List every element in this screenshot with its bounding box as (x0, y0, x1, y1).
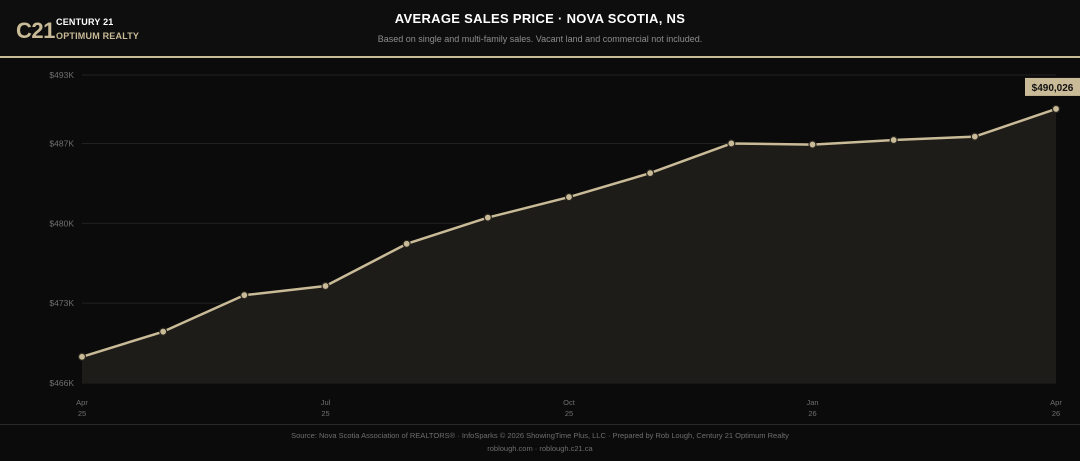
footer-links[interactable]: roblough.com · roblough.c21.ca (487, 444, 593, 453)
data-point (402, 239, 411, 248)
y-tick-label: $480K (49, 218, 74, 228)
y-tick-label: $487K (49, 138, 74, 148)
data-point (240, 291, 249, 300)
source-note: Source: Nova Scotia Association of REALT… (291, 431, 789, 440)
data-point (646, 169, 655, 178)
x-tick-year: 26 (1052, 409, 1060, 418)
data-point (727, 139, 736, 148)
data-point (321, 281, 330, 291)
data-point (564, 192, 574, 202)
data-point (889, 135, 898, 145)
x-tick-label: Jul (321, 398, 331, 407)
x-tick-year: 25 (565, 409, 573, 418)
data-point (159, 327, 168, 336)
data-point (808, 140, 817, 149)
page-subtitle: Based on single and multi-family sales. … (377, 34, 703, 44)
x-tick-year: 25 (78, 409, 86, 418)
data-point (1051, 104, 1061, 114)
last-value-badge (1025, 77, 1080, 96)
x-tick-year: 26 (808, 409, 816, 418)
last-value-label: $490,026 (1032, 83, 1074, 94)
data-point (970, 132, 979, 141)
x-tick-year: 25 (321, 409, 329, 418)
footer: Source: Nova Scotia Association of REALT… (0, 424, 1080, 461)
area-fill (82, 108, 1056, 383)
x-tick-label: Oct (563, 398, 576, 407)
brand-mark: C21 (16, 18, 55, 43)
page-title: AVERAGE SALES PRICE · NOVA SCOTIA, NS (394, 11, 686, 26)
brand-name: CENTURY 21 (56, 17, 114, 27)
x-tick-label: Apr (1050, 398, 1062, 407)
x-tick-label: Jan (806, 398, 818, 407)
y-tick-label: $493K (49, 70, 74, 80)
data-point (77, 352, 87, 361)
y-tick-label: $466K (49, 378, 74, 388)
brand-office: OPTIMUM REALTY (56, 31, 140, 41)
average-price-chart: $466K $473K $480K $487K $493K Apr 25 Jul 25 Oct 25… (49, 70, 1080, 418)
data-point (483, 213, 492, 222)
x-tick-label: Apr (76, 398, 88, 407)
y-tick-label: $473K (49, 298, 74, 308)
header-bar: C21 CENTURY 21 OPTIMUM REALTY AVERAGE SA… (0, 0, 1080, 58)
